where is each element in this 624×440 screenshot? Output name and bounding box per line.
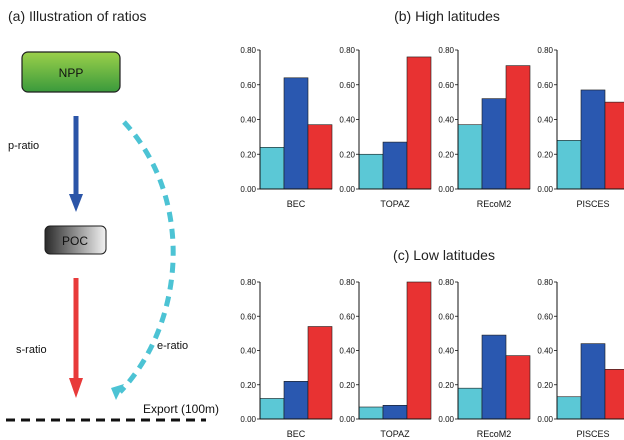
y-tick-label-recom2: 0.80 xyxy=(438,46,454,55)
bar-pisces-3 xyxy=(604,369,624,420)
y-tick-label-pisces: 0.40 xyxy=(537,116,553,125)
model-label-bec: BEC xyxy=(287,429,306,439)
bar-topaz-2 xyxy=(382,141,408,190)
bar-bec-3 xyxy=(307,326,333,420)
y-tick-label-bec: 0.60 xyxy=(240,81,256,90)
poc-label: POC xyxy=(62,234,88,248)
y-tick-label-bec: 0.40 xyxy=(240,347,256,356)
y-tick-label-recom2: 0.60 xyxy=(438,81,454,90)
y-tick-label-pisces: 0.00 xyxy=(537,185,553,194)
bar-topaz-3 xyxy=(406,56,432,190)
s-ratio-arrow-head xyxy=(69,378,83,398)
model-label-pisces: PISCES xyxy=(576,199,609,209)
p-ratio-arrow-head xyxy=(69,194,83,212)
bar-pisces-2 xyxy=(580,343,606,420)
y-tick-label-topaz: 0.00 xyxy=(339,415,355,424)
y-tick-label-bec: 0.20 xyxy=(240,150,256,159)
y-tick-label-recom2: 0.40 xyxy=(438,116,454,125)
bar-recom2-2 xyxy=(481,334,507,420)
bar-recom2-2 xyxy=(481,98,507,190)
bar-topaz-3 xyxy=(406,281,432,420)
y-tick-label-bec: 0.20 xyxy=(240,381,256,390)
y-tick-label-recom2: 0.60 xyxy=(438,312,454,321)
bar-topaz-2 xyxy=(382,404,408,420)
y-tick-label-recom2: 0.20 xyxy=(438,150,454,159)
panel-c-title: (c) Low latitudes xyxy=(393,247,495,263)
y-tick-label-recom2: 0.20 xyxy=(438,381,454,390)
model-label-bec: BEC xyxy=(287,199,306,209)
bar-recom2-3 xyxy=(505,65,531,190)
e-ratio-arrow xyxy=(118,120,176,394)
y-tick-label-topaz: 0.80 xyxy=(339,46,355,55)
panel-b-title: (b) High latitudes xyxy=(394,8,500,24)
y-tick-label-bec: 0.80 xyxy=(240,46,256,55)
poc-box xyxy=(44,225,107,255)
bar-bec-3 xyxy=(307,124,333,190)
y-tick-label-bec: 0.00 xyxy=(240,415,256,424)
y-tick-label-bec: 0.40 xyxy=(240,116,256,125)
y-tick-label-topaz: 0.80 xyxy=(339,278,355,287)
y-tick-label-topaz: 0.60 xyxy=(339,312,355,321)
bar-bec-2 xyxy=(283,381,309,420)
y-tick-label-pisces: 0.40 xyxy=(537,347,553,356)
export-label: Export (100m) xyxy=(143,402,219,416)
e-ratio-arrow-head xyxy=(111,384,124,400)
bar-recom2-3 xyxy=(505,355,531,420)
bar-recom2-1 xyxy=(457,124,483,190)
bar-pisces-2 xyxy=(580,89,606,190)
panel-a-title: (a) Illustration of ratios xyxy=(8,8,147,24)
y-tick-label-topaz: 0.60 xyxy=(339,81,355,90)
y-tick-label-recom2: 0.00 xyxy=(438,415,454,424)
y-tick-label-pisces: 0.00 xyxy=(537,415,553,424)
bar-topaz-1 xyxy=(358,406,384,420)
npp-label: NPP xyxy=(59,66,84,80)
model-label-pisces: PISCES xyxy=(576,429,609,439)
bar-bec-1 xyxy=(259,147,285,190)
y-tick-label-recom2: 0.40 xyxy=(438,347,454,356)
model-label-recom2: REcoM2 xyxy=(477,199,512,209)
y-tick-label-topaz: 0.00 xyxy=(339,185,355,194)
y-tick-label-bec: 0.80 xyxy=(240,278,256,287)
model-label-topaz: TOPAZ xyxy=(380,429,410,439)
y-tick-label-topaz: 0.20 xyxy=(339,381,355,390)
bar-pisces-1 xyxy=(556,396,582,420)
y-tick-label-topaz: 0.40 xyxy=(339,347,355,356)
bar-recom2-1 xyxy=(457,387,483,420)
bar-bec-1 xyxy=(259,398,285,420)
y-tick-label-pisces: 0.60 xyxy=(537,81,553,90)
y-tick-label-bec: 0.00 xyxy=(240,185,256,194)
y-tick-label-pisces: 0.80 xyxy=(537,46,553,55)
y-tick-label-topaz: 0.20 xyxy=(339,150,355,159)
y-tick-label-pisces: 0.80 xyxy=(537,278,553,287)
y-tick-label-pisces: 0.20 xyxy=(537,381,553,390)
y-tick-label-bec: 0.60 xyxy=(240,312,256,321)
y-tick-label-topaz: 0.40 xyxy=(339,116,355,125)
e-ratio-label: e-ratio xyxy=(157,340,188,352)
model-label-topaz: TOPAZ xyxy=(380,199,410,209)
y-tick-label-recom2: 0.00 xyxy=(438,185,454,194)
y-tick-label-pisces: 0.20 xyxy=(537,150,553,159)
bar-pisces-1 xyxy=(556,140,582,190)
bar-bec-2 xyxy=(283,77,309,190)
bar-pisces-3 xyxy=(604,101,624,190)
s-ratio-label: s-ratio xyxy=(16,344,47,356)
p-ratio-label: p-ratio xyxy=(8,140,39,152)
y-tick-label-pisces: 0.60 xyxy=(537,312,553,321)
y-tick-label-recom2: 0.80 xyxy=(438,278,454,287)
npp-box xyxy=(21,51,121,93)
bar-charts: 0.00 0.20 0.40 0.60 0.80 BEC 0.00 0.20 0.40 0.60 0… xyxy=(240,46,624,439)
panel-a: (a) Illustration of ratios NPP p-ratio P… xyxy=(6,8,219,422)
bar-topaz-1 xyxy=(358,153,384,190)
model-label-recom2: REcoM2 xyxy=(477,429,512,439)
